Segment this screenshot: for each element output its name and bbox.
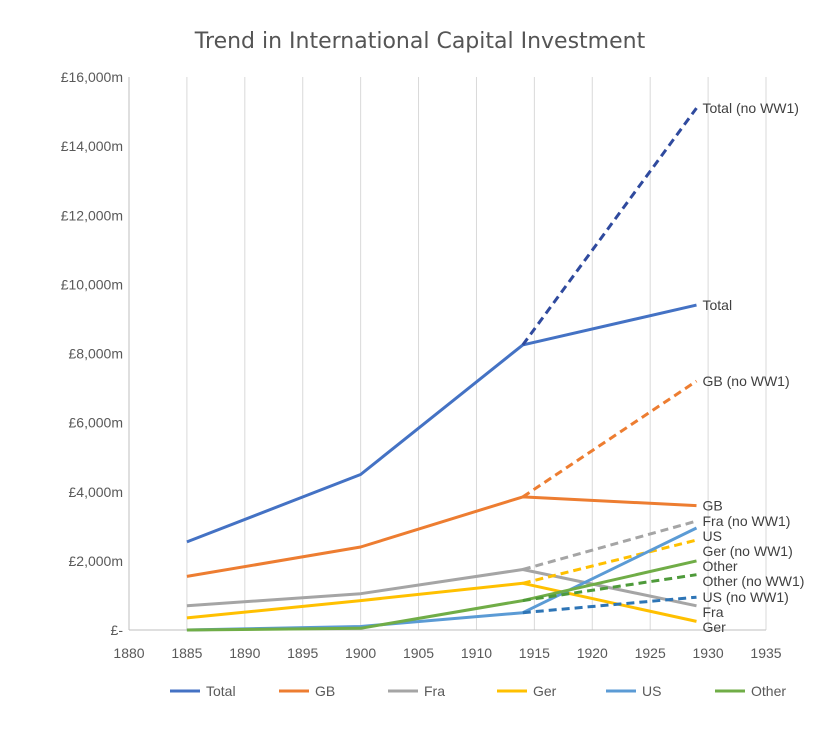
legend: Total GB Fra Ger US Other — [170, 683, 786, 699]
series-lines — [186, 107, 698, 632]
series-end-label-other-no-ww1: Other (no WW1) — [703, 573, 805, 589]
series-line-fra-no-ww1 — [522, 519, 697, 571]
series-line-fra — [186, 568, 697, 608]
grid — [128, 77, 767, 630]
x-tick-label: 1930 — [693, 645, 724, 661]
series-end-label-gb: GB — [703, 498, 723, 514]
y-tick-label: £14,000m — [61, 138, 123, 154]
series-line-other-no-ww1 — [522, 573, 697, 603]
x-tick-label: 1910 — [461, 645, 492, 661]
legend-label-other: Other — [751, 683, 786, 699]
series-line-ger-no-ww1 — [522, 538, 697, 585]
y-tick-label: £- — [111, 622, 124, 638]
legend-label-us: US — [642, 683, 661, 699]
series-end-label-gb-no-ww1: GB (no WW1) — [703, 373, 790, 389]
y-tick-label: £6,000m — [69, 415, 123, 431]
x-tick-label: 1920 — [577, 645, 608, 661]
series-line-us-no-ww1 — [522, 595, 697, 615]
series-end-label-fra: Fra — [703, 604, 724, 620]
x-tick-label: 1900 — [345, 645, 376, 661]
x-tick-label: 1915 — [519, 645, 550, 661]
legend-label-ger: Ger — [533, 683, 557, 699]
chart-title: Trend in International Capital Investmen… — [194, 29, 646, 54]
series-end-label-us-no-ww1: US (no WW1) — [703, 589, 789, 605]
y-tick-label: £10,000m — [61, 276, 123, 292]
series-end-label-fra-no-ww1: Fra (no WW1) — [703, 513, 791, 529]
y-tick-label: £2,000m — [69, 553, 123, 569]
series-line-total-no-ww1 — [521, 107, 698, 346]
x-tick-label: 1880 — [113, 645, 144, 661]
legend-label-total: Total — [206, 683, 236, 699]
series-end-label-ger-no-ww1: Ger (no WW1) — [703, 543, 793, 559]
series-line-gb — [186, 495, 697, 578]
series-line-ger — [186, 581, 697, 623]
y-tick-label: £12,000m — [61, 207, 123, 223]
legend-label-gb: GB — [315, 683, 335, 699]
series-end-label-other: Other — [703, 558, 738, 574]
y-tick-label: £4,000m — [69, 484, 123, 500]
series-line-other — [186, 559, 697, 632]
x-tick-label: 1905 — [403, 645, 434, 661]
series-end-label-total: Total — [703, 297, 733, 313]
x-tick-label: 1925 — [635, 645, 666, 661]
x-tick-label: 1885 — [171, 645, 202, 661]
series-end-label-us: US — [703, 528, 722, 544]
series-end-label-total-no-ww1: Total (no WW1) — [703, 100, 799, 116]
y-tick-label: £8,000m — [69, 346, 123, 362]
series-line-gb-no-ww1 — [521, 379, 698, 499]
x-tick-label: 1895 — [287, 645, 318, 661]
axes: 1880 1885 1890 1895 1900 1905 1910 1915 1920 1925… — [61, 69, 782, 661]
series-end-label-ger: Ger — [703, 619, 727, 635]
legend-label-fra: Fra — [424, 683, 445, 699]
x-tick-label: 1935 — [750, 645, 781, 661]
series-line-total — [186, 303, 697, 544]
y-tick-label: £16,000m — [61, 69, 123, 85]
x-tick-label: 1890 — [229, 645, 260, 661]
